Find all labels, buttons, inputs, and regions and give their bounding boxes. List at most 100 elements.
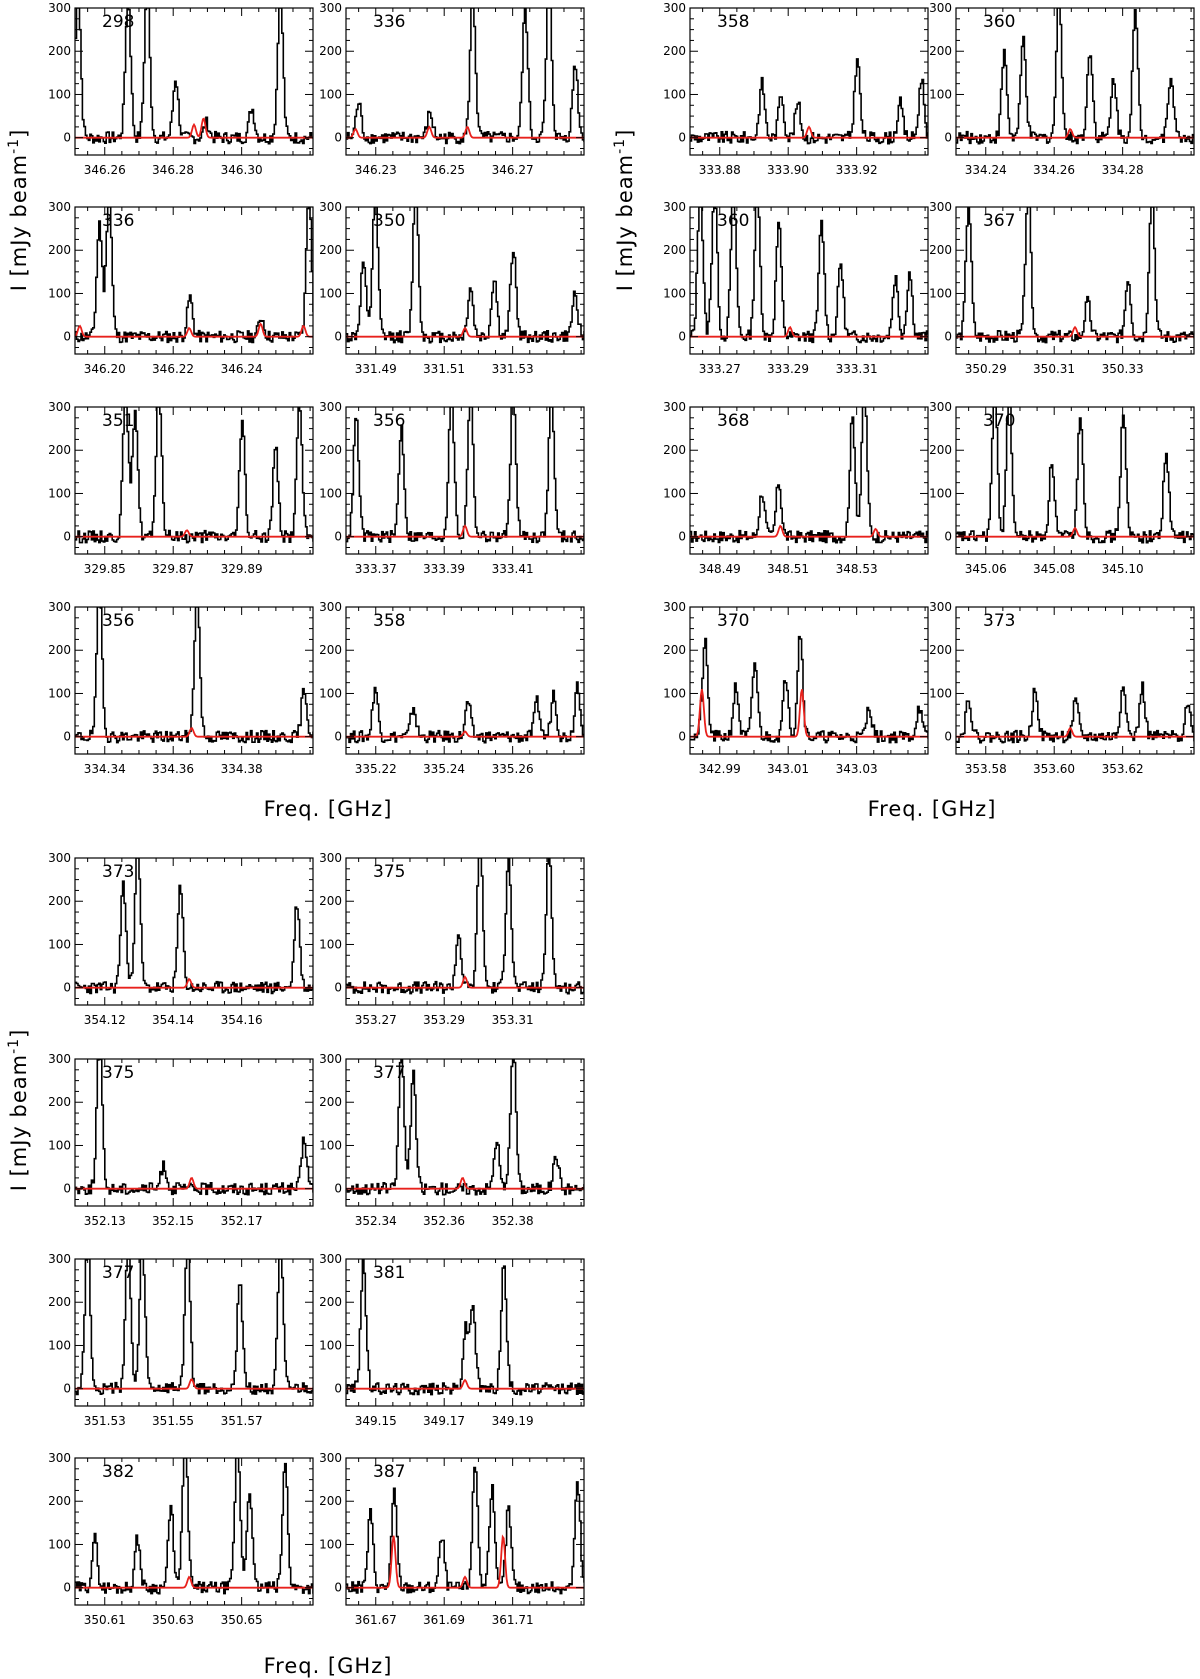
y-tick-label: 0 <box>678 730 686 744</box>
y-tick-label: 300 <box>319 200 342 214</box>
x-tick-label: 353.27 <box>355 1013 397 1027</box>
y-tick-label: 0 <box>944 730 952 744</box>
y-tick-label: 0 <box>678 330 686 344</box>
y-tick-label: 100 <box>663 87 686 101</box>
y-tick-label: 200 <box>929 243 952 257</box>
panel-frame <box>689 406 929 555</box>
x-tick-label: 361.67 <box>355 1613 397 1627</box>
panel-id-label: 370 <box>717 611 749 631</box>
panel-id-label: 356 <box>373 411 405 431</box>
model-spectrum-line <box>75 1575 313 1589</box>
x-tick-label: 346.20 <box>84 362 126 376</box>
x-tick-label: 346.26 <box>84 163 126 177</box>
y-tick-label: 300 <box>929 200 952 214</box>
y-tick-label: 300 <box>319 1451 342 1465</box>
y-tick-label: 0 <box>334 131 342 145</box>
model-spectrum-line <box>75 529 313 538</box>
x-tick-label: 331.49 <box>355 362 397 376</box>
x-tick-label: 334.26 <box>1033 163 1075 177</box>
y-tick-label: 300 <box>48 400 71 414</box>
spectrum-panel: 0 100 200 300 350.29 350.31 350.33 367 <box>929 200 1195 376</box>
spectrum-panel: 0 100 200 300 353.58 353.60 353.62 373 <box>929 600 1195 776</box>
spectrum-panel: 0 100 200 300 329.85 329.87 329.89 351 <box>48 400 314 576</box>
y-tick-label: 0 <box>678 131 686 145</box>
x-tick-label: 349.15 <box>355 1414 397 1428</box>
observed-spectrum-line <box>690 635 928 744</box>
x-tick-label: 352.36 <box>423 1214 465 1228</box>
x-tick-label: 353.31 <box>492 1013 534 1027</box>
y-axis-title-text: I [mJy beam <box>7 1054 31 1191</box>
y-axis-title-text: I [mJy beam <box>613 154 637 291</box>
y-tick-label: 200 <box>48 44 71 58</box>
x-tick-label: 342.99 <box>699 762 741 776</box>
y-tick-label: 100 <box>48 686 71 700</box>
x-tick-label: 333.27 <box>699 362 741 376</box>
observed-spectrum-line <box>956 681 1194 744</box>
y-tick-label: 300 <box>48 1252 71 1266</box>
observed-spectrum-line <box>690 58 928 145</box>
panel-frame <box>74 7 314 156</box>
y-tick-label: 200 <box>48 243 71 257</box>
panel-frame <box>345 1058 585 1207</box>
y-tick-label: 200 <box>319 44 342 58</box>
x-tick-label: 351.57 <box>221 1414 263 1428</box>
observed-spectrum-line <box>75 1458 313 1595</box>
y-tick-label: 300 <box>663 600 686 614</box>
y-tick-label: 200 <box>48 643 71 657</box>
panel-id-label: 368 <box>717 411 749 431</box>
x-tick-label: 352.15 <box>152 1214 194 1228</box>
model-spectrum-line <box>956 325 1194 338</box>
y-tick-label: 300 <box>48 200 71 214</box>
y-tick-label: 200 <box>48 1095 71 1109</box>
panel-id-label: 358 <box>717 12 749 32</box>
y-axis-title-text: I [mJy beam <box>7 154 31 291</box>
panel-frame <box>345 1258 585 1407</box>
x-tick-label: 333.88 <box>699 163 741 177</box>
x-tick-label: 353.58 <box>965 762 1007 776</box>
x-tick-label: 333.39 <box>423 562 465 576</box>
x-tick-label: 350.63 <box>152 1613 194 1627</box>
model-spectrum-line <box>75 117 313 139</box>
x-tick-label: 346.30 <box>221 163 263 177</box>
y-tick-label: 100 <box>319 1338 342 1352</box>
panel-id-label: 356 <box>102 611 134 631</box>
x-tick-label: 348.51 <box>767 562 809 576</box>
panel-id-label: 351 <box>102 411 134 431</box>
x-tick-label: 350.61 <box>84 1613 126 1627</box>
panel-id-label: 367 <box>983 211 1015 231</box>
x-tick-label: 334.28 <box>1102 163 1144 177</box>
panel-id-label: 377 <box>373 1063 405 1083</box>
panel-id-label: 360 <box>717 211 749 231</box>
panel-id-label: 373 <box>102 862 134 882</box>
x-tick-label: 333.29 <box>767 362 809 376</box>
y-tick-label: 200 <box>663 44 686 58</box>
spectrum-panel: 0 100 200 300 333.27 333.29 333.31 360 <box>663 200 929 376</box>
observed-spectrum-line <box>346 1466 584 1595</box>
x-tick-label: 333.92 <box>836 163 878 177</box>
panel-id-label: 358 <box>373 611 405 631</box>
y-tick-label: 300 <box>48 1451 71 1465</box>
x-tick-label: 329.89 <box>221 562 263 576</box>
model-spectrum-line <box>346 326 584 338</box>
y-tick-label: 300 <box>319 1052 342 1066</box>
y-tick-label: 100 <box>48 286 71 300</box>
y-axis-title-close: ] <box>7 129 31 138</box>
model-spectrum-line <box>346 730 584 738</box>
model-spectrum-line <box>75 322 313 338</box>
observed-spectrum-line <box>75 607 313 744</box>
model-spectrum-line <box>956 127 1194 139</box>
y-tick-label: 200 <box>319 894 342 908</box>
model-spectrum-line <box>956 726 1194 738</box>
y-tick-label: 100 <box>319 686 342 700</box>
spectrum-panel: 0 100 200 300 361.67 361.69 361.71 387 <box>319 1451 585 1627</box>
y-tick-label: 300 <box>929 400 952 414</box>
y-tick-label: 200 <box>663 643 686 657</box>
y-axis-title-sup: -1 <box>612 138 628 154</box>
x-tick-label: 348.49 <box>699 562 741 576</box>
y-tick-label: 0 <box>334 981 342 995</box>
spectrum-panel: 0 100 200 300 333.37 333.39 333.41 356 <box>319 400 585 576</box>
y-tick-label: 0 <box>334 1581 342 1595</box>
y-tick-label: 100 <box>319 1138 342 1152</box>
spectrum-panel: 0 100 200 300 346.20 346.22 346.24 336 <box>48 200 314 376</box>
